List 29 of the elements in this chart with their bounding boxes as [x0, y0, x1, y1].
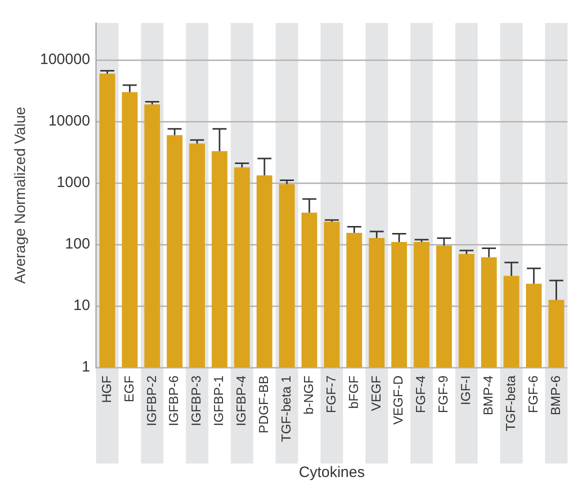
x-tick-label: VEGF: [368, 375, 384, 411]
x-tick-label: HGF: [98, 375, 114, 403]
y-tick-label: 10000: [48, 112, 90, 130]
x-tick-label: bFGF: [346, 375, 361, 409]
y-tick-label: 100000: [40, 51, 90, 68]
y-tick-label: 1000: [56, 174, 90, 192]
x-tick-label: VEGF-D: [390, 376, 406, 425]
y-axis-title: Average Normalized Value: [12, 106, 30, 284]
x-tick-label: PDGF-BB: [256, 376, 272, 434]
x-tick-label: IGF-I: [458, 376, 474, 406]
x-tick-label: BMP-6: [548, 376, 563, 416]
x-axis-title: Cytokines: [298, 464, 365, 482]
x-tick-label: BMP-4: [480, 376, 496, 416]
x-tick-label: TGF-beta 1: [278, 376, 294, 442]
y-tick-label: 10: [73, 297, 90, 314]
x-tick-label: IGFBP-1: [211, 376, 226, 426]
x-tick-label: b-NGF: [300, 375, 316, 415]
y-tick-label: 100: [65, 236, 90, 253]
x-tick-label: EGF: [121, 375, 136, 402]
x-tick-label: FGF-7: [323, 376, 338, 414]
x-tick-label: FGF-4: [413, 376, 428, 414]
x-tick-label: FGF-9: [436, 376, 451, 414]
x-tick-label: IGFBP-2: [144, 376, 159, 426]
y-tick-label: 1: [82, 358, 90, 376]
x-tick-label: TGF-beta: [502, 374, 518, 432]
x-tick-label: IGFBP-3: [188, 376, 204, 426]
x-tick-label: IGFBP-4: [234, 376, 249, 426]
x-tick-label: FGF-6: [525, 376, 540, 414]
x-tick-label: IGFBP-6: [166, 376, 182, 426]
